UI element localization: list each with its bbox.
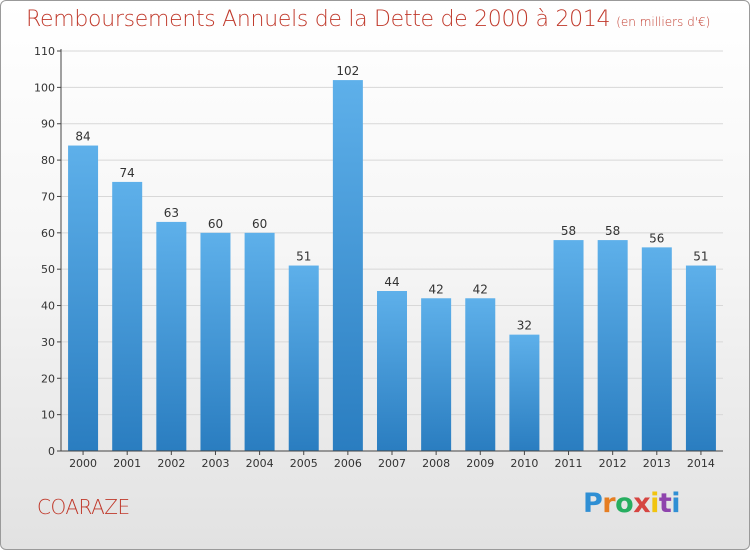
logo-letter: x bbox=[633, 488, 651, 519]
x-tick-label: 2012 bbox=[599, 457, 627, 470]
bar-value-label: 32 bbox=[517, 319, 532, 333]
bar-value-label: 51 bbox=[296, 250, 311, 264]
bar bbox=[244, 232, 275, 451]
bar-value-label: 58 bbox=[561, 224, 576, 238]
bar-value-label: 102 bbox=[336, 64, 359, 78]
bar bbox=[332, 80, 363, 451]
y-tick-label: 30 bbox=[41, 336, 55, 349]
x-tick-label: 2004 bbox=[246, 457, 274, 470]
y-tick-label: 20 bbox=[41, 372, 55, 385]
x-tick-label: 2005 bbox=[290, 457, 318, 470]
x-tick-label: 2000 bbox=[69, 457, 97, 470]
logo-letter: t bbox=[658, 488, 672, 519]
x-tick-label: 2009 bbox=[466, 457, 494, 470]
y-tick-label: 50 bbox=[41, 263, 55, 276]
logo-letter: P bbox=[583, 488, 603, 519]
bar-value-label: 74 bbox=[120, 166, 135, 180]
x-tick-label: 2011 bbox=[555, 457, 583, 470]
bar-value-label: 60 bbox=[208, 217, 223, 231]
x-tick-label: 2007 bbox=[378, 457, 406, 470]
bar-value-label: 84 bbox=[75, 130, 90, 144]
bar bbox=[377, 291, 407, 451]
bar bbox=[509, 334, 540, 451]
y-tick-label: 40 bbox=[41, 300, 55, 313]
y-tick-label: 110 bbox=[34, 45, 55, 58]
logo-letter: i bbox=[671, 488, 681, 519]
logo-letter: o bbox=[615, 488, 634, 519]
chart-subtitle: (en milliers d'€) bbox=[616, 15, 711, 29]
x-tick-label: 2001 bbox=[113, 457, 141, 470]
x-tick-label: 2013 bbox=[643, 457, 671, 470]
chart-title: Remboursements Annuels de la Dette de 20… bbox=[26, 7, 710, 32]
y-tick-label: 100 bbox=[34, 81, 55, 94]
x-tick-label: 2010 bbox=[510, 457, 538, 470]
bar bbox=[421, 298, 452, 451]
axes bbox=[57, 49, 723, 455]
bar-value-label: 44 bbox=[384, 275, 399, 289]
labels: 0 10 20 30 40 50 60 70 80 90 100 110 84 2000 74 2001 63 2… bbox=[34, 45, 715, 470]
bar bbox=[641, 247, 672, 451]
y-tick-label: 90 bbox=[41, 118, 55, 131]
bar bbox=[156, 221, 187, 451]
title-text: Remboursements Annuels de la Dette de 20… bbox=[26, 7, 611, 32]
x-tick-label: 2006 bbox=[334, 457, 362, 470]
bar-value-label: 42 bbox=[473, 282, 488, 296]
bars bbox=[68, 80, 716, 451]
bar bbox=[553, 240, 584, 451]
bar bbox=[597, 240, 628, 451]
bar bbox=[685, 265, 716, 451]
x-tick-label: 2003 bbox=[201, 457, 229, 470]
proxiti-logo: Proxiti bbox=[583, 488, 681, 519]
bar bbox=[465, 298, 496, 451]
bar bbox=[68, 145, 99, 451]
x-tick-label: 2002 bbox=[157, 457, 185, 470]
bar bbox=[112, 181, 143, 451]
bar bbox=[200, 232, 231, 451]
y-tick-label: 10 bbox=[41, 409, 55, 422]
y-tick-label: 80 bbox=[41, 154, 55, 167]
bar-value-label: 56 bbox=[649, 231, 664, 245]
x-tick-label: 2008 bbox=[422, 457, 450, 470]
y-tick-label: 0 bbox=[48, 445, 55, 458]
bar bbox=[288, 265, 319, 451]
y-tick-label: 60 bbox=[41, 227, 55, 240]
bar-value-label: 60 bbox=[252, 217, 267, 231]
x-tick-label: 2014 bbox=[687, 457, 715, 470]
bar-value-label: 42 bbox=[428, 282, 443, 296]
bar-value-label: 51 bbox=[693, 250, 708, 264]
bar-value-label: 58 bbox=[605, 224, 620, 238]
bar-value-label: 63 bbox=[164, 206, 179, 220]
logo-letter: r bbox=[602, 488, 616, 519]
logo-letter: i bbox=[650, 488, 659, 519]
y-tick-label: 70 bbox=[41, 190, 55, 203]
city-name: COARAZE bbox=[37, 495, 130, 519]
